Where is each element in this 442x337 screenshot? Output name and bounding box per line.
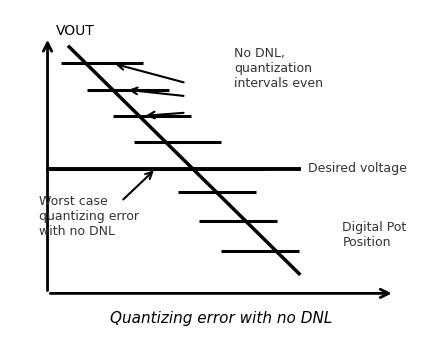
Text: Quantizing error with no DNL: Quantizing error with no DNL	[110, 311, 332, 326]
Text: Desired voltage: Desired voltage	[308, 162, 407, 175]
Text: No DNL,
quantization
intervals even: No DNL, quantization intervals even	[234, 47, 323, 90]
Text: Digital Pot
Position: Digital Pot Position	[343, 221, 407, 249]
Text: VOUT: VOUT	[56, 24, 95, 38]
Text: Worst case
quantizing error
with no DNL: Worst case quantizing error with no DNL	[39, 195, 139, 238]
